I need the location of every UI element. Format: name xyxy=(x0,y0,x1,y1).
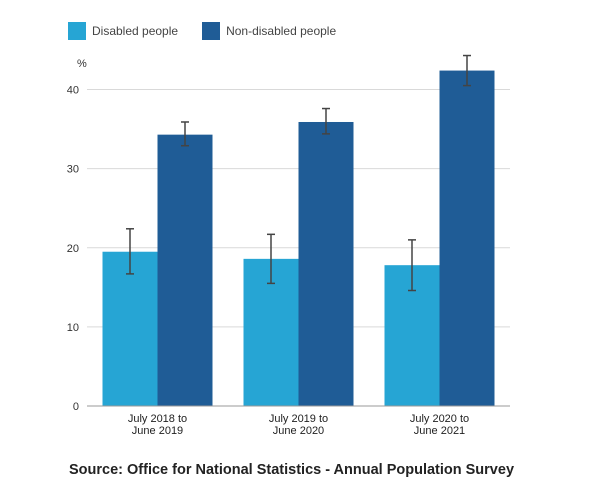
y-tick-label: 10 xyxy=(67,322,79,334)
x-tick-label: June 2020 xyxy=(273,425,324,437)
x-tick-label: June 2021 xyxy=(414,425,465,437)
legend-label-disabled: Disabled people xyxy=(92,24,179,38)
y-tick-label: 40 xyxy=(67,85,79,97)
legend-item-disabled[interactable]: Disabled people xyxy=(68,22,178,40)
bar-disabled xyxy=(102,251,158,406)
x-tick-label: July 2020 to xyxy=(410,413,469,425)
chart-legend: Disabled people Non-disabled people xyxy=(68,22,360,40)
y-axis-label: % xyxy=(77,58,87,70)
bar-non-disabled xyxy=(439,70,495,407)
legend-item-non-disabled[interactable]: Non-disabled people xyxy=(202,22,336,40)
legend-swatch-non-disabled xyxy=(202,22,221,40)
bar-non-disabled xyxy=(157,134,213,406)
source-note: Source: Office for National Statistics -… xyxy=(69,462,515,478)
y-tick-label: 20 xyxy=(67,243,79,255)
bar-non-disabled xyxy=(298,121,354,406)
legend-label-non-disabled: Non-disabled people xyxy=(226,24,337,38)
legend-swatch-disabled xyxy=(68,22,86,40)
y-tick-label: 30 xyxy=(67,164,79,176)
x-tick-label: June 2019 xyxy=(132,425,183,437)
x-tick-label: July 2018 to xyxy=(128,413,187,425)
y-tick-label: 0 xyxy=(73,401,79,413)
x-tick-label: July 2019 to xyxy=(269,413,328,425)
